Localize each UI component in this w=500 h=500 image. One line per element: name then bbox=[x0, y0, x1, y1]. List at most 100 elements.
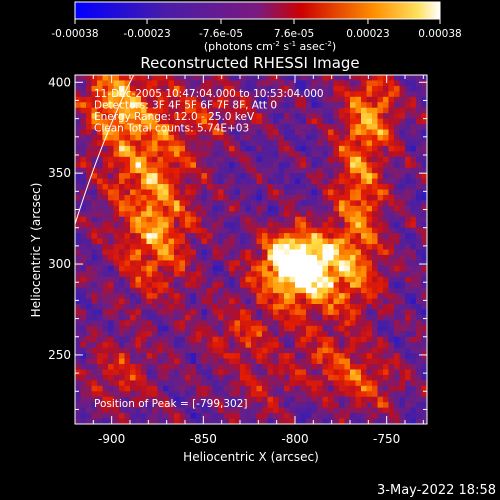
heatmap-cell bbox=[218, 222, 225, 229]
heatmap-cell bbox=[163, 134, 170, 142]
heatmap-cell bbox=[333, 75, 340, 82]
heatmap-cell bbox=[361, 418, 368, 424]
heatmap-cell bbox=[168, 325, 175, 332]
heatmap-cell bbox=[361, 233, 368, 240]
heatmap-cell bbox=[394, 336, 401, 343]
heatmap-cell bbox=[355, 140, 362, 147]
heatmap-cell bbox=[234, 380, 241, 387]
heatmap-cell bbox=[300, 124, 307, 131]
heatmap-cell bbox=[383, 260, 390, 267]
heatmap-cell bbox=[86, 254, 93, 261]
heatmap-cell bbox=[284, 233, 291, 240]
heatmap-cell bbox=[273, 178, 280, 185]
heatmap-cell bbox=[174, 194, 181, 202]
heatmap-cell bbox=[141, 80, 148, 87]
heatmap-cell bbox=[295, 178, 302, 185]
heatmap-cell bbox=[300, 184, 307, 191]
heatmap-cell bbox=[212, 184, 219, 191]
heatmap-cell bbox=[377, 402, 384, 409]
heatmap-cell bbox=[163, 413, 170, 420]
heatmap-cell bbox=[306, 374, 313, 381]
heatmap-cell bbox=[130, 107, 137, 114]
heatmap-cell bbox=[179, 260, 186, 267]
heatmap-cell bbox=[410, 293, 417, 300]
heatmap-cell bbox=[355, 369, 362, 376]
heatmap-cell bbox=[300, 178, 307, 185]
heatmap-cell bbox=[394, 107, 401, 114]
heatmap-cell bbox=[416, 140, 423, 147]
heatmap-cell bbox=[185, 80, 192, 87]
heatmap-cell bbox=[157, 216, 164, 223]
heatmap-cell bbox=[97, 369, 104, 376]
heatmap-cell bbox=[80, 249, 87, 256]
heatmap-cell bbox=[328, 216, 335, 223]
heatmap-cell bbox=[377, 211, 384, 218]
heatmap-cell bbox=[229, 140, 236, 147]
heatmap-cell bbox=[333, 347, 340, 354]
heatmap-cell bbox=[124, 113, 131, 120]
heatmap-cell bbox=[146, 129, 153, 136]
heatmap-cell bbox=[245, 216, 252, 223]
heatmap-cell bbox=[405, 200, 412, 207]
heatmap-cell bbox=[102, 85, 109, 92]
heatmap-cell bbox=[146, 178, 153, 185]
heatmap-cell bbox=[75, 238, 82, 245]
heatmap-cell bbox=[130, 151, 137, 158]
heatmap-cell bbox=[295, 129, 302, 136]
heatmap-cell bbox=[113, 233, 120, 240]
heatmap-cell bbox=[108, 325, 115, 332]
heatmap-cell bbox=[311, 353, 318, 360]
heatmap-cell bbox=[201, 418, 208, 424]
heatmap-cell bbox=[295, 320, 302, 327]
heatmap-cell bbox=[240, 325, 247, 332]
heatmap-cell bbox=[399, 369, 406, 376]
heatmap-cell bbox=[295, 140, 302, 147]
heatmap-cell bbox=[86, 407, 93, 414]
heatmap-cell bbox=[240, 102, 247, 109]
heatmap-cell bbox=[394, 320, 401, 327]
heatmap-cell bbox=[86, 222, 93, 229]
heatmap-cell bbox=[234, 244, 241, 251]
heatmap-cell bbox=[350, 418, 357, 424]
heatmap-cell bbox=[284, 271, 291, 278]
heatmap-cell bbox=[267, 364, 274, 371]
heatmap-cell bbox=[113, 385, 120, 392]
heatmap-cell bbox=[163, 216, 170, 223]
heatmap-cell bbox=[229, 298, 236, 305]
heatmap-cell bbox=[86, 75, 93, 82]
heatmap-cell bbox=[372, 374, 379, 381]
heatmap-cell bbox=[333, 336, 340, 343]
heatmap-cell bbox=[240, 282, 247, 289]
heatmap-cell bbox=[262, 113, 269, 120]
heatmap-cell bbox=[383, 216, 390, 223]
heatmap-cell bbox=[388, 271, 395, 278]
heatmap-cell bbox=[185, 304, 192, 311]
heatmap-cell bbox=[146, 211, 153, 218]
heatmap-cell bbox=[130, 407, 137, 414]
heatmap-cell bbox=[306, 173, 313, 180]
heatmap-cell bbox=[130, 374, 137, 381]
heatmap-cell bbox=[289, 184, 296, 191]
heatmap-cell bbox=[91, 113, 98, 120]
heatmap-cell bbox=[234, 233, 241, 240]
heatmap-cell bbox=[207, 85, 214, 92]
heatmap-cell bbox=[295, 293, 302, 300]
heatmap-cell bbox=[229, 222, 236, 229]
heatmap-cell bbox=[416, 407, 423, 414]
heatmap-cell bbox=[174, 331, 181, 338]
heatmap-cell bbox=[179, 233, 186, 240]
heatmap-cell bbox=[421, 216, 427, 223]
heatmap-cell bbox=[97, 374, 104, 381]
heatmap-cell bbox=[212, 353, 219, 360]
heatmap-cell bbox=[322, 194, 329, 202]
heatmap-cell bbox=[240, 216, 247, 223]
heatmap-cell bbox=[311, 304, 318, 311]
heatmap-cell bbox=[196, 156, 203, 163]
heatmap-cell bbox=[421, 358, 427, 365]
heatmap-cell bbox=[163, 320, 170, 327]
heatmap-cell bbox=[421, 254, 427, 261]
heatmap-cell bbox=[350, 189, 357, 196]
heatmap-cell bbox=[317, 200, 324, 207]
heatmap-cell bbox=[196, 353, 203, 360]
heatmap-cell bbox=[350, 265, 357, 272]
